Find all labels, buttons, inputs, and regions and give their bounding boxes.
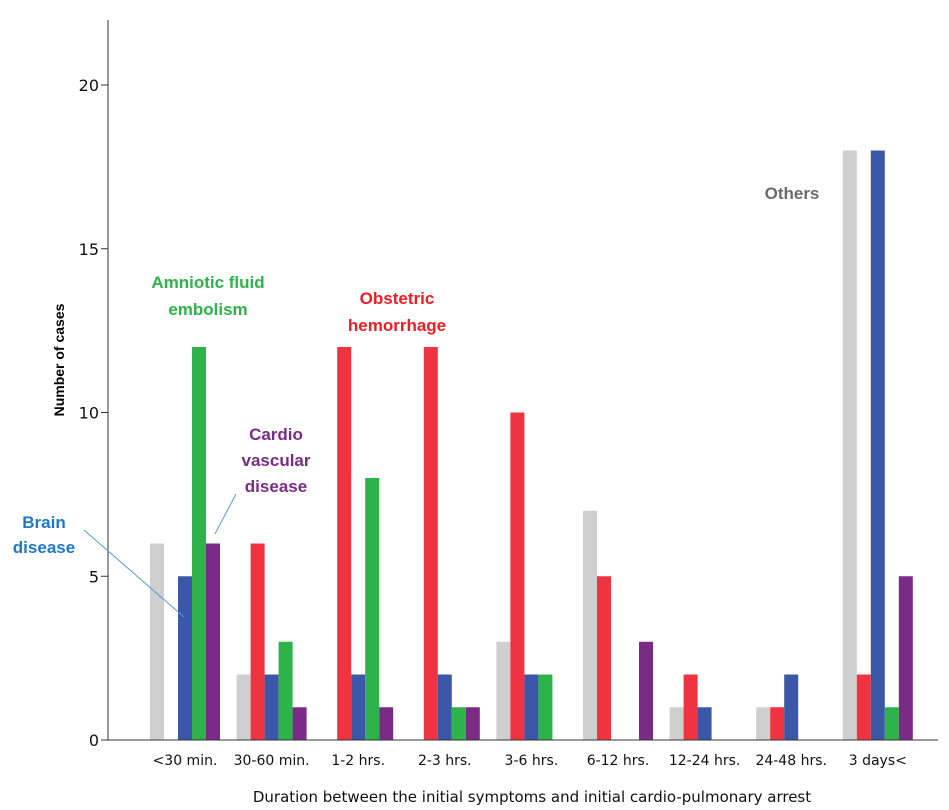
bar-brain xyxy=(351,674,366,740)
annotation-cardio-line3: disease xyxy=(245,477,307,496)
bar-amniotic xyxy=(884,707,899,740)
bar-amniotic xyxy=(365,478,380,740)
bar-brain xyxy=(870,150,885,740)
bar-cardio xyxy=(465,707,480,740)
x-category-label: 6-12 hrs. xyxy=(587,753,650,769)
bar-others xyxy=(496,641,511,740)
bar-others xyxy=(583,510,597,740)
bar-brain xyxy=(524,674,539,740)
annotation-cardio-line1: Cardio xyxy=(249,425,303,444)
annotation-obstetric-line1: Obstetric xyxy=(360,289,435,308)
bar-cardio xyxy=(206,543,220,740)
annotation-brain-line1: Brain xyxy=(22,513,65,532)
bar-brain xyxy=(437,674,452,740)
axes xyxy=(107,20,938,741)
bar-amniotic xyxy=(278,641,293,740)
bar-cardio xyxy=(639,641,653,740)
y-tick-label: 10 xyxy=(79,404,99,423)
bars xyxy=(150,150,913,740)
bar-cardio xyxy=(292,707,307,740)
y-tick-label: 15 xyxy=(79,240,99,259)
y-tick-label: 20 xyxy=(79,76,99,95)
bar-brain xyxy=(697,707,712,740)
y-axis-title: Number of cases xyxy=(51,303,67,416)
x-category-label: 30-60 min. xyxy=(234,753,310,769)
bar-obstetric xyxy=(597,576,611,740)
bar-amniotic xyxy=(192,347,206,740)
bar-obstetric xyxy=(510,412,525,740)
bar-obstetric xyxy=(770,707,785,740)
annotation-amniotic-line1: Amniotic fluid xyxy=(151,273,264,292)
annotation-brain-line2: disease xyxy=(13,538,75,557)
x-category-labels: <30 min. 30-60 min. 1-2 hrs. 2-3 hrs. 3-6 hr… xyxy=(153,753,907,769)
annotation-brain-leader xyxy=(83,529,185,618)
annotation-cardio-leader xyxy=(214,493,237,535)
annotations: Amniotic fluid embolism Obstetric hemorr… xyxy=(13,184,820,618)
bar-obstetric xyxy=(337,347,352,740)
x-category-label: 24-48 hrs. xyxy=(755,753,827,769)
bar-cardio xyxy=(379,707,394,740)
bar-amniotic xyxy=(451,707,466,740)
x-axis-title: Duration between the initial symptoms an… xyxy=(253,788,811,806)
bar-obstetric xyxy=(423,347,438,740)
annotation-amniotic-line2: embolism xyxy=(168,300,247,319)
bar-obstetric xyxy=(250,543,265,740)
x-category-label: <30 min. xyxy=(153,753,218,769)
bar-others xyxy=(150,543,164,740)
y-tick-label: 0 xyxy=(89,731,99,750)
bar-obstetric xyxy=(683,674,698,740)
annotation-others: Others xyxy=(765,184,820,203)
x-category-label: 12-24 hrs. xyxy=(669,753,741,769)
bar-others xyxy=(669,707,684,740)
y-ticks: 0 5 10 15 20 xyxy=(79,76,108,750)
bar-amniotic xyxy=(538,674,553,740)
x-category-label: 3-6 hrs. xyxy=(505,753,559,769)
x-category-label: 2-3 hrs. xyxy=(418,753,472,769)
annotation-cardio-line2: vascular xyxy=(242,451,311,470)
bar-cardio xyxy=(898,576,913,740)
bar-others xyxy=(756,707,771,740)
bar-brain xyxy=(264,674,279,740)
bar-others xyxy=(236,674,251,740)
annotation-obstetric-line2: hemorrhage xyxy=(348,316,446,335)
y-tick-label: 5 xyxy=(89,567,99,586)
x-category-label: 3 days< xyxy=(849,753,907,769)
x-category-label: 1-2 hrs. xyxy=(331,753,385,769)
bar-others xyxy=(842,150,857,740)
bar-brain xyxy=(784,674,799,740)
bar-brain xyxy=(178,576,192,740)
bar-obstetric xyxy=(856,674,871,740)
